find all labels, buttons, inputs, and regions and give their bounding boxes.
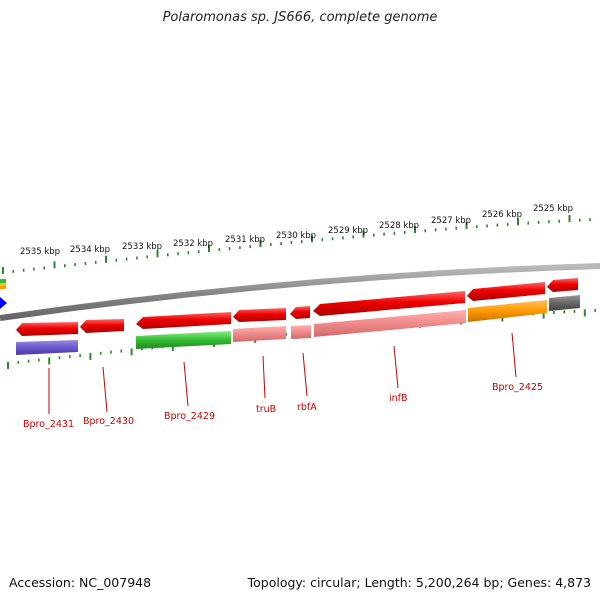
kbp-label-2527: 2527 kbp	[431, 216, 471, 226]
leader-line-bpro-2429	[183, 361, 189, 407]
gene-row-lower	[16, 295, 580, 355]
cog-box-pink-trub	[233, 326, 286, 342]
edge-feature-orange	[0, 286, 6, 289]
kbp-label-2531: 2531 kbp	[225, 235, 265, 245]
gene-label-bpro-2431[interactable]: Bpro_2431	[23, 419, 74, 430]
gene-labels: Bpro_2431 Bpro_2430 Bpro_2429 truB rbfA …	[23, 382, 543, 430]
gene-arrow-bpro-2425[interactable]	[467, 282, 545, 301]
ruler-labels: 2535 kbp 2534 kbp 2533 kbp 2532 kbp 2531…	[20, 204, 573, 257]
kbp-label-2525: 2525 kbp	[533, 204, 573, 214]
kbp-label-2526: 2526 kbp	[482, 210, 522, 220]
genome-backbone	[0, 263, 600, 321]
kbp-label-2534: 2534 kbp	[70, 245, 110, 255]
gene-label-rbfa[interactable]: rbfA	[297, 402, 317, 413]
gene-label-bpro-2425[interactable]: Bpro_2425	[492, 382, 543, 393]
gene-label-infb[interactable]: infB	[389, 393, 408, 404]
gene-arrow-bpro-2429[interactable]	[136, 312, 231, 329]
gene-label-bpro-2429[interactable]: Bpro_2429	[164, 411, 215, 422]
gene-label-bpro-2430[interactable]: Bpro_2430	[83, 416, 134, 427]
cog-box-gray	[549, 295, 580, 311]
leader-line-trub	[262, 355, 266, 399]
cog-box-pink-rbfa	[291, 325, 311, 339]
edge-feature-blue	[0, 297, 7, 309]
map-title: Polaromonas sp. JS666, complete genome	[162, 10, 438, 25]
kbp-label-2533: 2533 kbp	[122, 242, 162, 252]
ruler-upper	[2, 215, 591, 274]
gene-arrow-infb[interactable]	[313, 291, 465, 316]
kbp-label-2528: 2528 kbp	[379, 221, 419, 231]
kbp-label-2529: 2529 kbp	[328, 226, 368, 236]
gene-row-upper	[16, 278, 578, 336]
leader-lines	[48, 332, 517, 414]
gene-arrow-bpro-2431[interactable]	[16, 322, 78, 336]
gene-arrow-trub[interactable]	[233, 308, 286, 322]
leader-line-rbfa	[302, 352, 308, 397]
leader-line-infb	[393, 345, 399, 389]
cog-box-pink-infb	[314, 310, 466, 337]
edge-feature-green	[0, 279, 6, 283]
cog-box-green	[136, 331, 231, 349]
kbp-label-2535: 2535 kbp	[20, 247, 60, 257]
gene-label-trub[interactable]: truB	[256, 404, 276, 415]
cog-box-purple	[16, 340, 78, 355]
accession-text: Accession: NC_007948	[9, 575, 152, 590]
leader-line-bpro-2430	[102, 366, 108, 413]
leader-line-bpro-2425	[511, 332, 517, 378]
kbp-label-2530: 2530 kbp	[276, 231, 316, 241]
cog-box-orange	[468, 300, 547, 322]
gene-arrow-rbfa[interactable]	[290, 306, 310, 319]
gene-arrow-edge[interactable]	[547, 278, 578, 292]
gene-arrow-bpro-2430[interactable]	[80, 319, 124, 333]
kbp-label-2532: 2532 kbp	[173, 239, 213, 249]
genome-summary-text: Topology: circular; Length: 5,200,264 bp…	[247, 575, 591, 590]
edge-feature-yellow	[0, 283, 6, 286]
